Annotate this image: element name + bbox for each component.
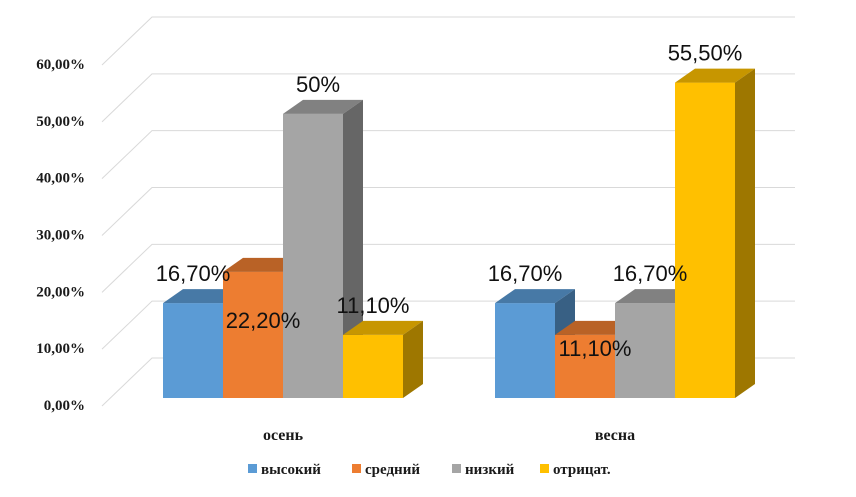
bar-top [495, 289, 575, 304]
bar-front [615, 303, 675, 398]
gridline [101, 300, 795, 350]
legend-swatch [452, 464, 461, 473]
bar-side [343, 99, 363, 398]
gridline [101, 187, 795, 236]
category-label: весна [595, 427, 635, 444]
bar-top [675, 68, 755, 83]
legend-label: отрицат. [553, 462, 611, 478]
data-label: 55,50% [668, 41, 743, 66]
x-axis-categories: осень весна [263, 427, 635, 444]
y-tick-label: 40,00% [36, 171, 85, 187]
bar [343, 320, 423, 398]
gridline [101, 16, 795, 66]
y-tick-label: 20,00% [36, 284, 85, 300]
y-tick-label: 10,00% [36, 341, 85, 357]
category-label: осень [263, 427, 304, 444]
legend: высокий средний низкий отрицат. [248, 462, 611, 478]
gridline [101, 130, 795, 180]
gridline [101, 73, 795, 123]
legend-swatch [248, 464, 257, 473]
legend-item: низкий [452, 462, 515, 478]
legend-swatch [540, 464, 549, 473]
bar-front [163, 303, 223, 398]
bar-top [283, 99, 363, 114]
bar-front [675, 82, 735, 398]
legend-label: высокий [261, 462, 321, 478]
data-label: 22,20% [226, 308, 301, 333]
grid-lines [101, 16, 795, 407]
y-tick-label: 60,00% [36, 57, 85, 73]
data-label: 16,70% [613, 261, 688, 286]
data-label: 11,10% [337, 293, 410, 318]
legend-item: средний [352, 462, 420, 478]
bar [495, 289, 575, 398]
legend-item: отрицат. [540, 462, 611, 478]
bar [675, 68, 755, 398]
y-tick-label: 50,00% [36, 114, 85, 130]
bar-front [223, 271, 283, 398]
y-tick-label: 30,00% [36, 228, 85, 244]
data-label: 16,70% [156, 261, 231, 286]
bar-front [283, 113, 343, 398]
data-labels: 16,70% 22,20% 50% 11,10% 16,70% 11,10% 16,70% 5… [156, 41, 743, 361]
legend-swatch [352, 464, 361, 473]
gridline [101, 243, 795, 293]
y-axis-ticks: 0,00% 10,00% 20,00% 30,00% 40,00% 50,00% 60,00… [36, 57, 85, 414]
legend-item: высокий [248, 462, 321, 478]
legend-label: средний [365, 462, 420, 478]
legend-label: низкий [465, 462, 515, 478]
bar-front [555, 334, 615, 398]
bar-side [735, 68, 755, 398]
data-label: 16,70% [488, 261, 563, 286]
bar-front [495, 303, 555, 398]
bar-side [403, 320, 423, 398]
y-tick-label: 0,00% [44, 398, 85, 414]
data-label: 50% [296, 72, 340, 97]
bar-front [343, 334, 403, 398]
bar [283, 99, 363, 398]
bar-top [343, 320, 423, 335]
data-label: 11,10% [559, 336, 632, 361]
bars [163, 68, 755, 398]
